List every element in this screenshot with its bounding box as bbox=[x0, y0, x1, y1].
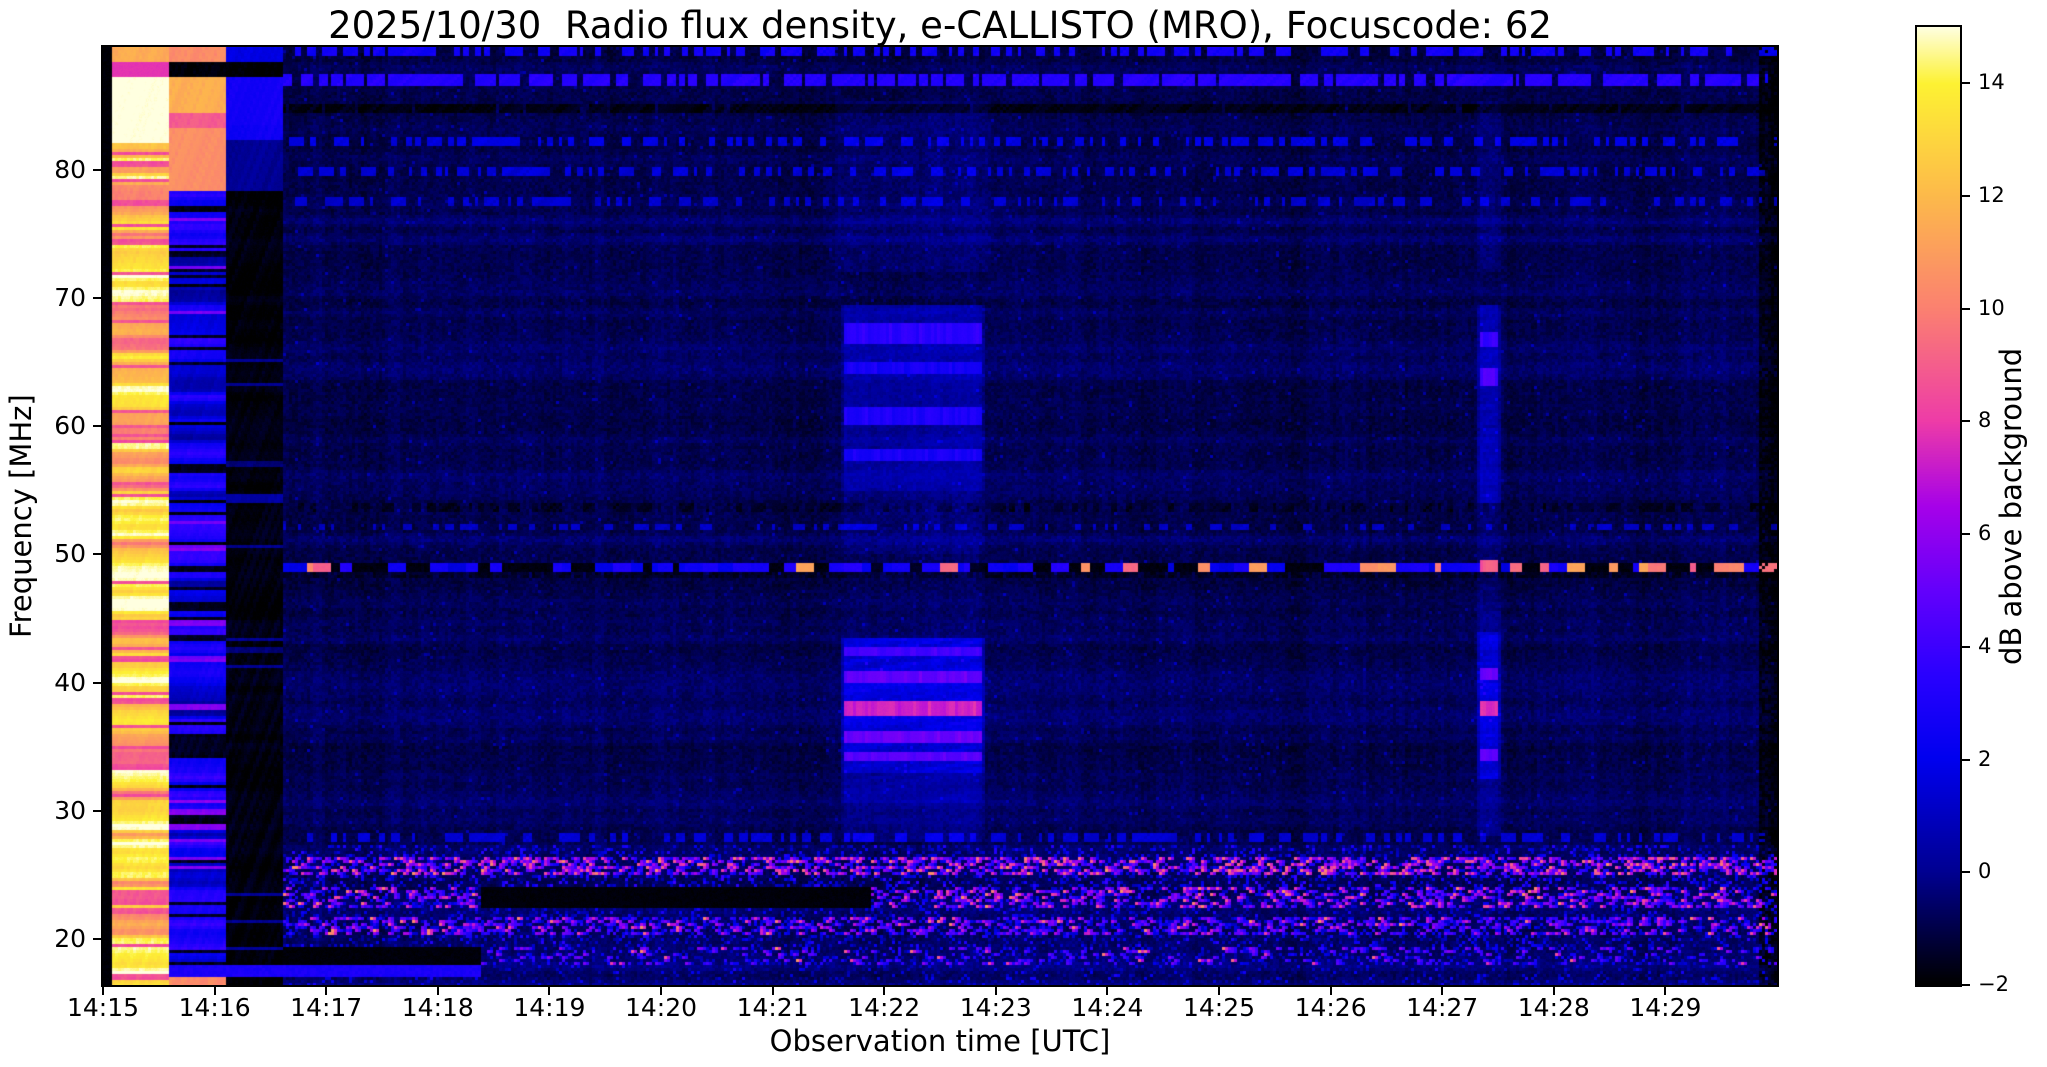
x-tick-label: 14:22 bbox=[848, 993, 921, 1022]
x-tick-mark bbox=[1664, 987, 1667, 995]
y-tick-mark bbox=[93, 681, 101, 684]
y-axis-label: Frequency [MHz] bbox=[4, 394, 38, 638]
colorbar bbox=[1915, 25, 1962, 987]
x-tick-mark bbox=[1552, 987, 1555, 995]
x-tick-mark bbox=[548, 987, 551, 995]
y-tick-label: 40 bbox=[54, 667, 86, 697]
colorbar-tick-label: 12 bbox=[1978, 183, 2005, 208]
x-tick-mark bbox=[771, 987, 774, 995]
colorbar-tick-label: 10 bbox=[1978, 295, 2005, 320]
x-tick-mark bbox=[1218, 987, 1220, 995]
x-tick-mark bbox=[102, 987, 104, 995]
x-tick-label: 14:28 bbox=[1517, 993, 1590, 1022]
colorbar-tick-mark bbox=[1962, 195, 1970, 198]
colorbar-tick-label: −2 bbox=[1978, 972, 2009, 996]
x-tick-mark bbox=[883, 987, 886, 995]
x-tick-label: 14:20 bbox=[624, 993, 698, 1022]
y-tick-label: 30 bbox=[54, 795, 86, 825]
colorbar-tick-mark bbox=[1962, 533, 1970, 536]
colorbar-tick-label: 2 bbox=[1978, 746, 1992, 771]
y-tick-label: 60 bbox=[54, 411, 86, 441]
x-tick-label: 14:18 bbox=[401, 993, 474, 1022]
colorbar-tick-mark bbox=[1962, 420, 1970, 423]
colorbar-tick-label: 6 bbox=[1978, 521, 1992, 546]
colorbar-tick-mark bbox=[1962, 871, 1970, 874]
colorbar-tick-label: 0 bbox=[1978, 859, 1992, 884]
y-tick-label: 20 bbox=[54, 923, 86, 953]
x-tick-label: 14:29 bbox=[1629, 993, 1702, 1022]
x-tick-label: 14:24 bbox=[1071, 993, 1144, 1022]
x-axis-label: Observation time [UTC] bbox=[769, 1024, 1111, 1058]
y-tick-mark bbox=[93, 425, 101, 428]
x-tick-label: 14:17 bbox=[290, 993, 363, 1022]
colorbar-gradient bbox=[1917, 27, 1960, 985]
plot-area bbox=[101, 45, 1779, 987]
x-tick-mark bbox=[213, 987, 216, 995]
x-tick-label: 14:15 bbox=[66, 993, 140, 1022]
colorbar-tick-label: 4 bbox=[1978, 633, 1992, 658]
y-tick-label: 80 bbox=[54, 155, 86, 185]
x-tick-label: 14:27 bbox=[1406, 993, 1479, 1022]
colorbar-tick-mark bbox=[1962, 645, 1970, 648]
x-tick-mark bbox=[994, 987, 997, 995]
figure-title: 2025/10/30 Radio flux density, e-CALLIST… bbox=[328, 4, 1552, 47]
colorbar-tick-label: 14 bbox=[1978, 70, 2005, 95]
x-tick-label: 14:25 bbox=[1182, 993, 1256, 1022]
x-tick-mark bbox=[1441, 987, 1444, 995]
x-tick-mark bbox=[325, 987, 328, 995]
colorbar-tick-mark bbox=[1962, 82, 1970, 85]
colorbar-tick-mark bbox=[1962, 307, 1970, 310]
y-tick-label: 70 bbox=[54, 283, 86, 313]
y-tick-mark bbox=[93, 169, 101, 172]
x-tick-label: 14:19 bbox=[513, 993, 586, 1022]
colorbar-tick-mark bbox=[1962, 984, 1970, 986]
x-tick-mark bbox=[1106, 987, 1109, 995]
x-tick-mark bbox=[436, 987, 439, 995]
y-tick-mark bbox=[93, 937, 101, 940]
colorbar-tick-label: 8 bbox=[1978, 408, 1992, 433]
x-tick-label: 14:26 bbox=[1294, 993, 1367, 1022]
x-tick-label: 14:16 bbox=[178, 993, 251, 1022]
colorbar-label: dB above background bbox=[1994, 347, 2028, 665]
x-tick-label: 14:23 bbox=[959, 993, 1032, 1022]
y-tick-mark bbox=[93, 809, 101, 812]
colorbar-tick-mark bbox=[1962, 758, 1970, 761]
spectrogram-canvas bbox=[103, 47, 1777, 985]
y-tick-mark bbox=[93, 297, 101, 300]
x-tick-mark bbox=[660, 987, 662, 995]
y-tick-label: 50 bbox=[54, 539, 86, 569]
x-tick-label: 14:21 bbox=[736, 993, 809, 1022]
y-tick-mark bbox=[93, 553, 101, 556]
x-tick-mark bbox=[1329, 987, 1332, 995]
